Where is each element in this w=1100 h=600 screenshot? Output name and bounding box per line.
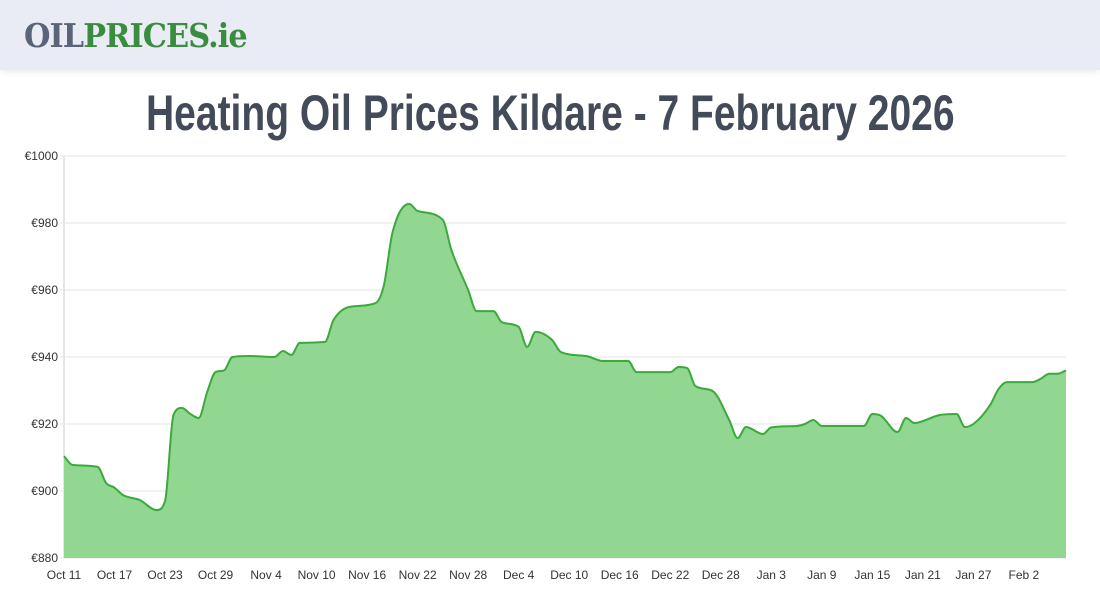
page-title: Heating Oil Prices Kildare - 7 February … <box>145 85 955 141</box>
x-tick-label: Feb 2 <box>1009 568 1040 582</box>
x-tick-label: Dec 4 <box>503 568 535 582</box>
x-tick-label: Oct 29 <box>198 568 234 582</box>
y-tick-label: €980 <box>31 216 58 230</box>
y-tick-label: €900 <box>31 484 58 498</box>
x-tick-label: Nov 4 <box>250 568 282 582</box>
y-tick-label: €960 <box>31 283 58 297</box>
x-tick-label: Oct 17 <box>97 568 133 582</box>
site-logo[interactable]: OILPRICES.ie <box>24 16 248 55</box>
y-tick-label: €940 <box>31 350 58 364</box>
y-tick-label: €920 <box>31 417 58 431</box>
x-tick-label: Jan 27 <box>955 568 991 582</box>
x-tick-label: Dec 10 <box>550 568 588 582</box>
x-tick-label: Jan 3 <box>757 568 787 582</box>
y-tick-label: €880 <box>31 551 58 565</box>
x-tick-label: Oct 11 <box>47 568 82 582</box>
x-tick-label: Dec 28 <box>702 568 740 582</box>
x-tick-label: Nov 16 <box>348 568 386 582</box>
site-header: OILPRICES.ie <box>0 0 1100 70</box>
x-tick-label: Dec 16 <box>601 568 639 582</box>
x-tick-label: Jan 21 <box>905 568 941 582</box>
price-area <box>64 203 1066 558</box>
x-tick-label: Nov 22 <box>399 568 437 582</box>
x-tick-label: Nov 28 <box>449 568 487 582</box>
y-tick-label: €1000 <box>25 149 59 163</box>
y-axis-ticks: €880 €900 €920 €940 €960 €980 €1000 <box>25 149 59 565</box>
x-tick-label: Jan 15 <box>854 568 890 582</box>
x-tick-label: Oct 23 <box>147 568 183 582</box>
price-line <box>63 202 1067 512</box>
x-axis-ticks: Oct 11 Oct 17 Oct 23 Oct 29 Nov 4 Nov 10 Nov 1… <box>47 568 1040 582</box>
x-tick-label: Nov 10 <box>298 568 336 582</box>
x-tick-label: Dec 22 <box>651 568 689 582</box>
x-tick-label: Jan 9 <box>807 568 837 582</box>
